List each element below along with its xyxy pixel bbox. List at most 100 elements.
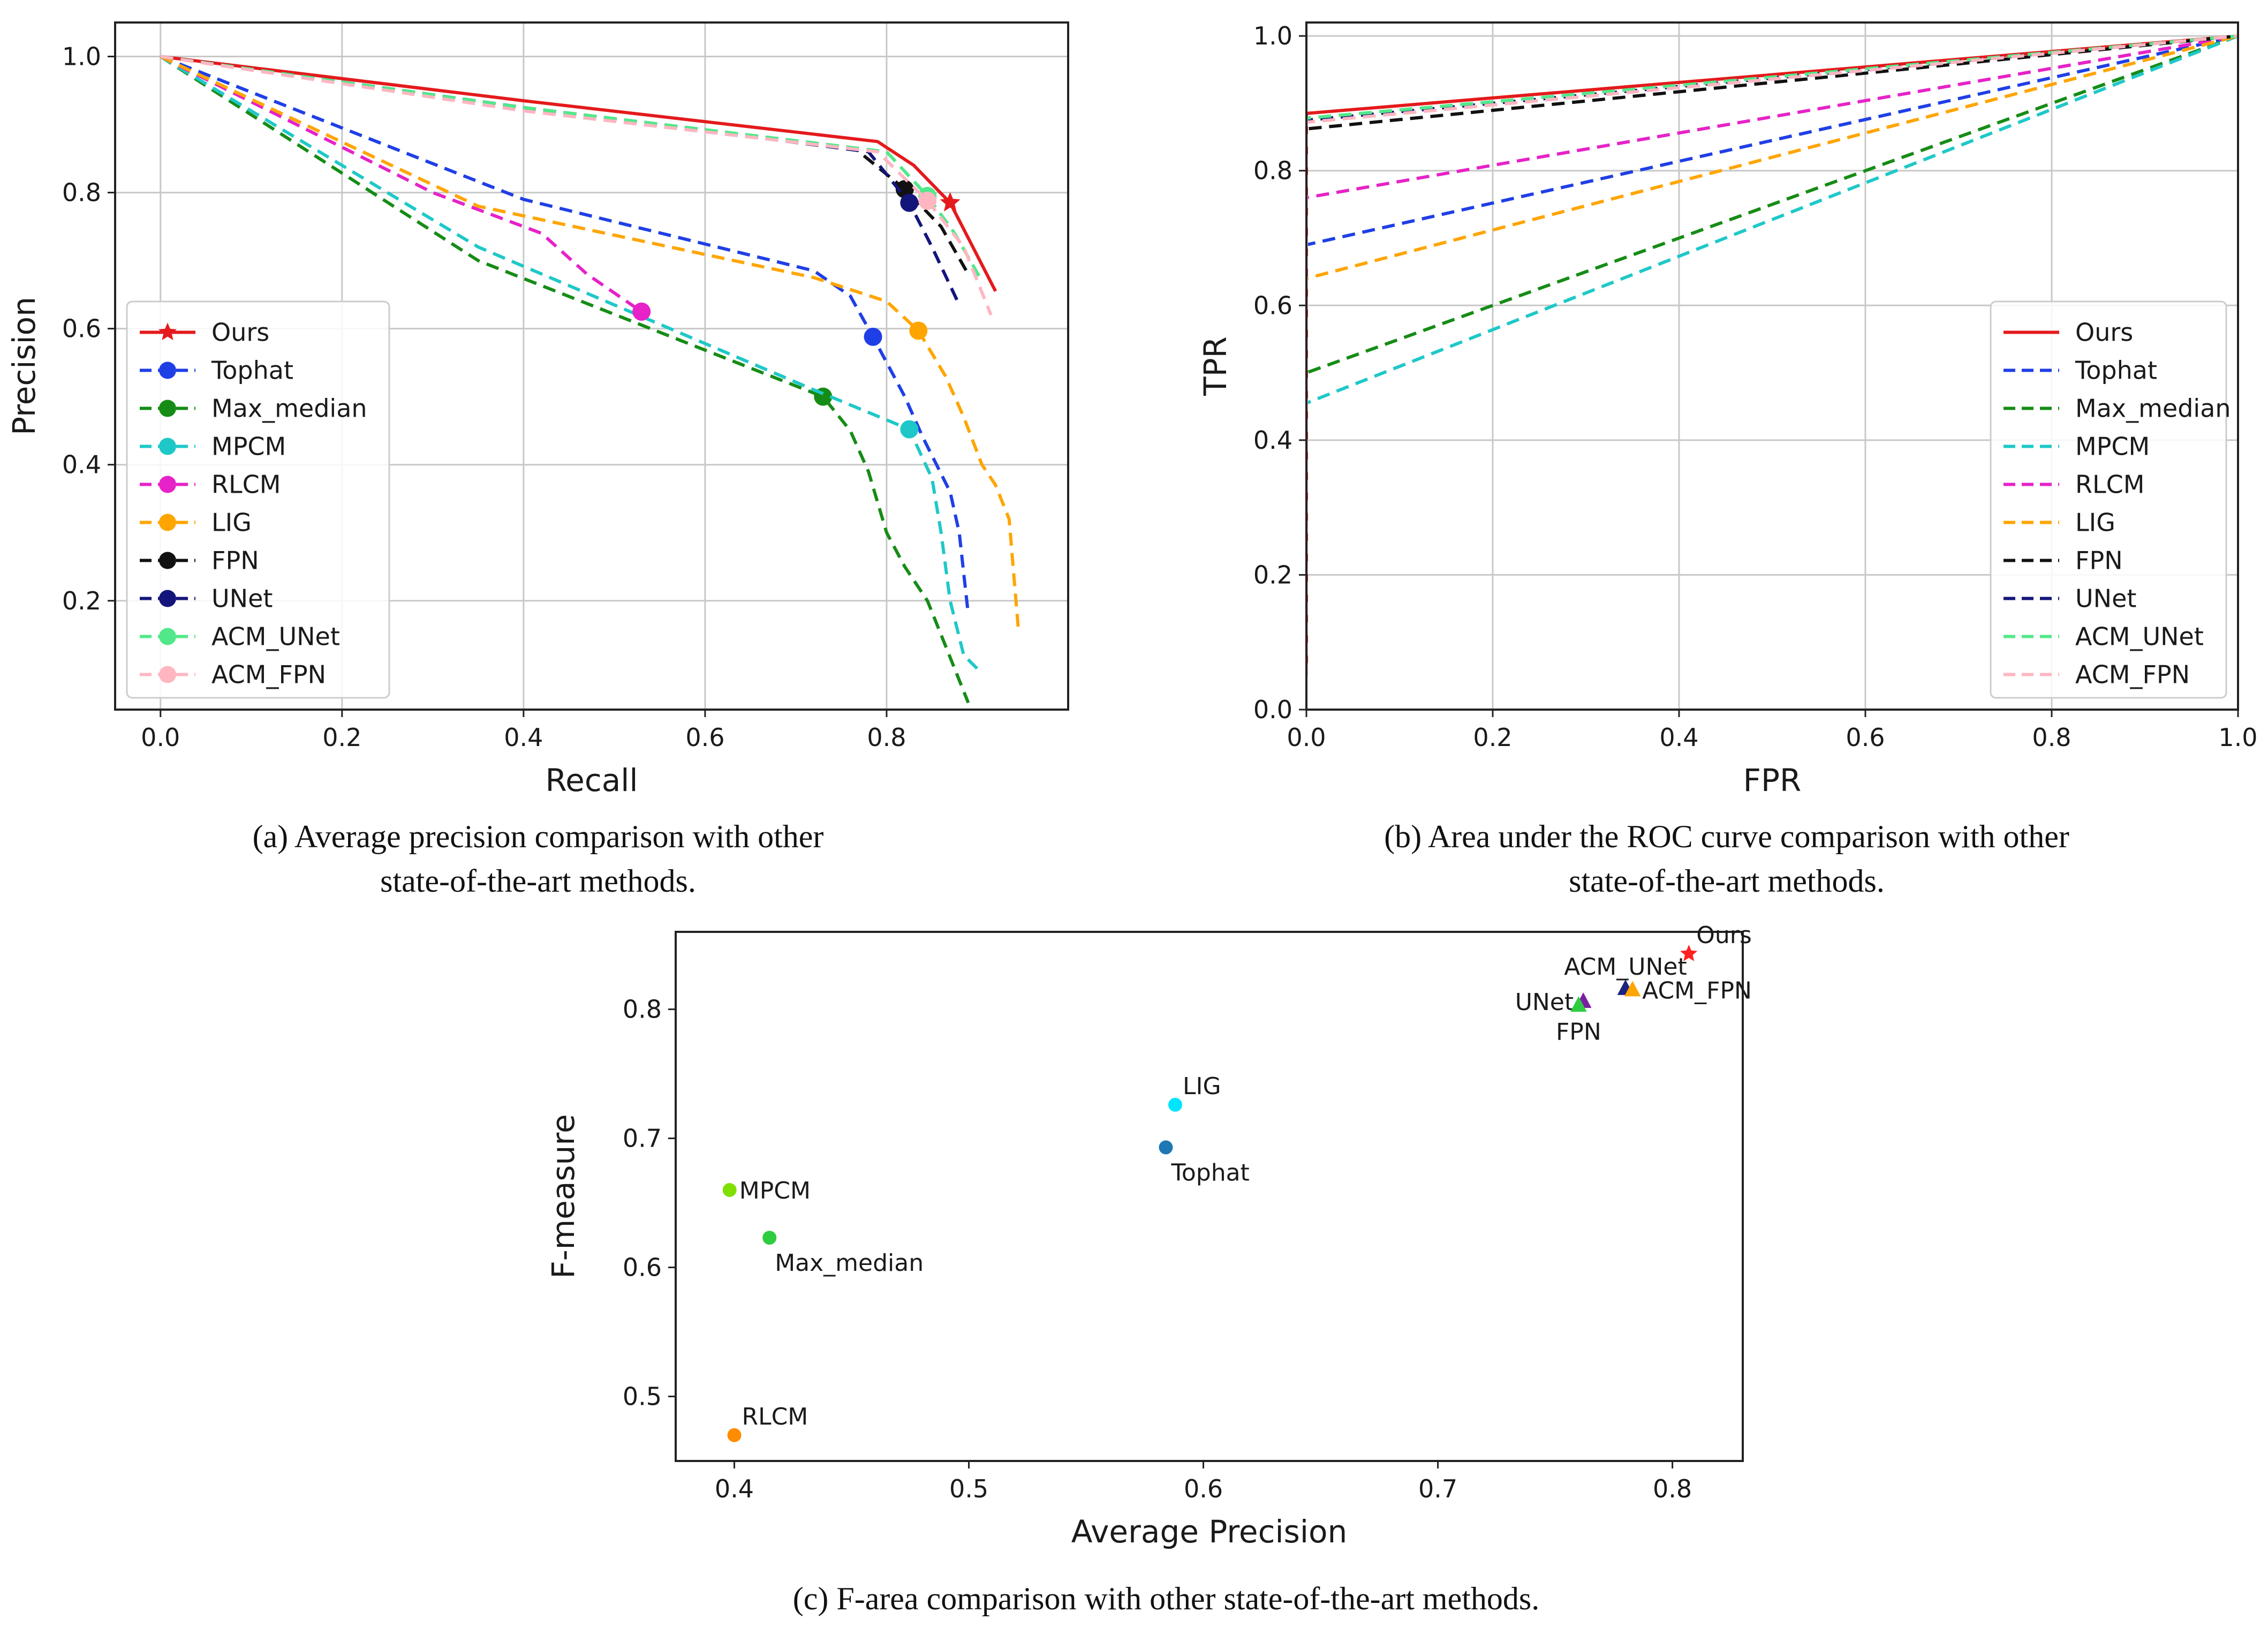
point-fpn <box>1570 996 1587 1012</box>
legend-label-max_median: Max_median <box>2075 394 2231 423</box>
legend-label-acm_unet: ACM_UNet <box>211 622 340 651</box>
caption-b-line2: state-of-the-art methods. <box>1569 863 1885 899</box>
y-tick-label: 0.2 <box>1253 560 1292 589</box>
series-line-max_median <box>1306 34 2238 676</box>
series-line-fpn <box>1306 34 2238 676</box>
point-label-lig: LIG <box>1183 1073 1221 1100</box>
x-tick-label: 0.8 <box>867 723 906 752</box>
caption-b-line1: (b) Area under the ROC curve comparison … <box>1384 819 2069 854</box>
legend-label-acm_fpn: ACM_FPN <box>2075 660 2190 689</box>
legend-label-unet: UNet <box>2075 584 2136 613</box>
series-line-tophat <box>1306 34 2238 676</box>
x-tick-label: 0.7 <box>1418 1474 1457 1503</box>
point-label-unet: UNet <box>1515 989 1574 1016</box>
point-max-median <box>762 1231 777 1245</box>
legend: Ours Tophat Max_median MPCM RLCM LIG FPN UNet AC… <box>126 300 390 699</box>
y-tick-label: 1.0 <box>62 42 101 71</box>
series-marker-acm_fpn <box>918 191 937 210</box>
x-tick-label: 0.4 <box>504 723 543 752</box>
x-tick-label: 0.6 <box>1846 723 1885 752</box>
series-line-ours <box>160 55 997 292</box>
series-marker-mpcm <box>900 420 919 439</box>
series-line-unet <box>160 55 961 306</box>
x-tick-label: 0.0 <box>1287 723 1326 752</box>
legend-marker-ours <box>158 322 177 341</box>
series-line-fpn <box>160 55 970 275</box>
y-tick-label: 0.4 <box>1253 426 1292 455</box>
series-line-tophat <box>160 55 970 615</box>
y-tick-label: 1.0 <box>1253 21 1292 50</box>
point-tophat <box>1159 1140 1173 1155</box>
plot-area <box>1306 34 2238 676</box>
y-tick-label: 0.4 <box>62 450 101 479</box>
point-label-max-median: Max_median <box>775 1249 924 1277</box>
legend-label-fpn: FPN <box>211 546 259 575</box>
point-label-mpcm: MPCM <box>739 1177 811 1204</box>
x-axis-label: Recall <box>545 762 638 799</box>
point-label-acm-unet: ACM_UNet <box>1564 953 1687 981</box>
legend-marker-mpcm <box>159 438 176 455</box>
y-tick-label: 0.8 <box>623 995 662 1024</box>
point-label-tophat: Tophat <box>1170 1159 1249 1186</box>
legend-marker-acm_unet <box>159 628 176 645</box>
x-tick-label: 0.6 <box>685 723 724 752</box>
axes-frame <box>114 21 1069 711</box>
legend-marker-fpn <box>159 552 176 569</box>
x-tick-label: 1.0 <box>2218 723 2257 752</box>
farea-chart: 0.4 0.5 0.6 0.7 0.8 0.5 0.6 0.7 0.8 Average Preci… <box>545 922 1752 1550</box>
legend-label-fpn: FPN <box>2075 546 2123 575</box>
roc-chart: 0.0 0.2 0.4 0.6 0.8 1.0 0.0 0.2 0.4 0.6 0.8 1.0 FPR T… <box>1197 21 2258 799</box>
series-line-max_median <box>160 55 970 704</box>
caption-c-line1: (c) F-area comparison with other state-o… <box>793 1581 1539 1616</box>
x-tick-label: 0.0 <box>141 723 180 752</box>
series-line-acm_unet <box>1306 34 2238 676</box>
series-line-mpcm <box>160 55 979 670</box>
legend-marker-max_median <box>159 400 176 417</box>
legend-label-ours: Ours <box>211 318 269 347</box>
caption-a-line2: state-of-the-art methods. <box>380 863 696 899</box>
x-tick-label: 0.2 <box>322 723 361 752</box>
legend: Ours Tophat Max_median MPCM RLCM LIG FPN UNet AC… <box>1990 300 2231 699</box>
y-tick-label: 0.6 <box>62 314 101 343</box>
legend-label-acm_unet: ACM_UNet <box>2075 622 2204 651</box>
legend-label-max_median: Max_median <box>211 394 367 423</box>
legend-label-rlcm: RLCM <box>211 470 281 499</box>
legend-label-mpcm: MPCM <box>211 432 286 461</box>
x-axis-label: Average Precision <box>1071 1513 1347 1550</box>
legend-label-acm_fpn: ACM_FPN <box>211 660 326 689</box>
y-tick-label: 0.5 <box>623 1382 662 1411</box>
legend-label-rlcm: RLCM <box>2075 470 2144 499</box>
legend-label-unet: UNet <box>211 584 273 613</box>
legend-box <box>126 300 390 699</box>
x-tick-label: 0.2 <box>1473 723 1512 752</box>
x-tick-label: 0.4 <box>1659 723 1698 752</box>
axes-frame <box>675 931 1744 1462</box>
legend-marker-acm_fpn <box>159 666 176 683</box>
plot-area <box>160 55 1020 704</box>
legend-label-ours: Ours <box>2075 318 2133 347</box>
y-tick-label: 0.8 <box>1253 156 1292 185</box>
series-marker-tophat <box>864 327 882 346</box>
x-tick-label: 0.6 <box>1184 1474 1223 1503</box>
x-tick-label: 0.8 <box>2032 723 2071 752</box>
x-tick-label: 0.4 <box>715 1474 754 1503</box>
caption-a-line1: (a) Average precision comparison with ot… <box>253 819 824 854</box>
series-marker-lig <box>909 321 928 340</box>
point-lig <box>1168 1097 1182 1112</box>
point-acm-fpn <box>1624 981 1641 997</box>
x-tick-label: 0.8 <box>1653 1474 1692 1503</box>
point-label-ours: Ours <box>1696 922 1752 949</box>
y-axis-label: Precision <box>6 297 42 435</box>
legend-marker-lig <box>159 514 176 531</box>
y-tick-label: 0.0 <box>1253 695 1292 724</box>
y-axis-label: TPR <box>1197 336 1234 396</box>
y-tick-label: 0.8 <box>62 178 101 207</box>
y-axis-label: F-measure <box>545 1114 581 1278</box>
point-label-fpn: FPN <box>1556 1018 1601 1045</box>
legend-label-lig: LIG <box>211 508 252 537</box>
series-line-lig <box>1306 34 2238 676</box>
series-line-acm_fpn <box>160 55 993 316</box>
axes-frame <box>1305 21 2239 711</box>
legend-label-tophat: Tophat <box>2075 356 2157 385</box>
